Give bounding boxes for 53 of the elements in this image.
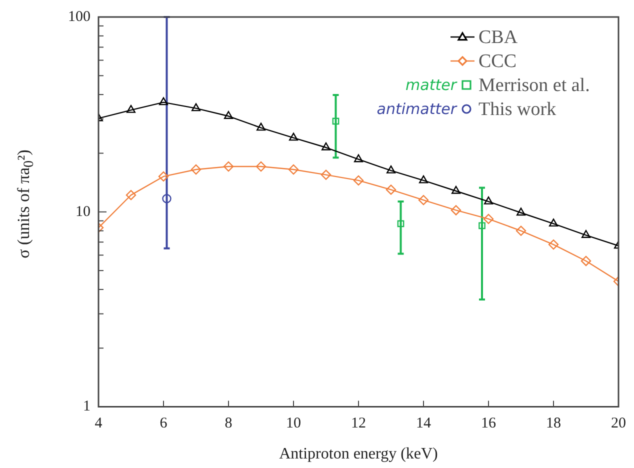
point (483, 214, 494, 224)
point (580, 256, 592, 266)
x-tick-label: 4 (94, 416, 103, 432)
x-tick-label: 10 (286, 416, 301, 432)
legend-label: This work (478, 98, 557, 120)
point (452, 186, 460, 194)
point (478, 222, 486, 230)
x-tick-label: 20 (611, 416, 626, 432)
point (484, 196, 493, 204)
point (582, 230, 590, 238)
point (450, 205, 462, 216)
point (192, 103, 200, 112)
point (353, 175, 364, 186)
point (332, 118, 340, 125)
point (223, 161, 234, 172)
point (516, 226, 526, 236)
point (288, 164, 299, 175)
x-axis-title: Antiproton energy (keV) (279, 446, 438, 463)
point (320, 170, 332, 180)
point (162, 194, 172, 204)
point (256, 161, 266, 172)
point (419, 175, 428, 184)
legend-label: Merrison et al. (478, 74, 590, 96)
point (397, 220, 404, 228)
point (386, 184, 396, 195)
point (126, 190, 136, 200)
point (256, 122, 266, 131)
point (224, 111, 233, 119)
x-tick-label: 6 (160, 416, 168, 432)
point (158, 171, 169, 182)
x-tick-label: 12 (351, 416, 366, 432)
y-tick-label: 10 (76, 204, 90, 220)
point (386, 165, 396, 174)
point (289, 132, 298, 141)
x-tick-label: 8 (224, 416, 232, 432)
y-tick-label: 1 (83, 398, 90, 415)
legend-label: CCC (478, 50, 517, 72)
point (354, 154, 363, 162)
point (548, 239, 559, 250)
x-tick-label: 14 (416, 416, 432, 432)
x-tick-label: 18 (546, 416, 561, 432)
point (549, 218, 558, 227)
point (418, 194, 429, 206)
annotation: antimatter (376, 100, 458, 118)
point (159, 97, 168, 106)
x-tick-label: 16 (481, 416, 496, 432)
legend-label: CBA (478, 26, 518, 48)
point (126, 104, 136, 113)
y-tick-label: 100 (68, 8, 90, 25)
point (322, 142, 330, 150)
point (516, 208, 526, 216)
annotation: matter (406, 76, 458, 94)
point (190, 164, 202, 175)
